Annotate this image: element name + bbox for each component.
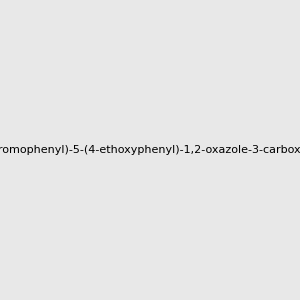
Text: N-(4-bromophenyl)-5-(4-ethoxyphenyl)-1,2-oxazole-3-carboxamide: N-(4-bromophenyl)-5-(4-ethoxyphenyl)-1,2… [0,145,300,155]
